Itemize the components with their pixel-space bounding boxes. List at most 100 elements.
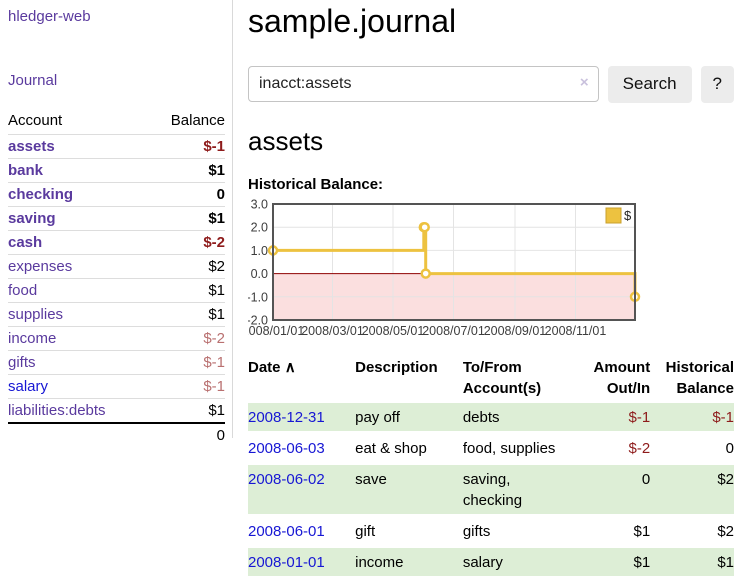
sidebar-total-value: 0 bbox=[147, 422, 225, 447]
balance-cell: $2 bbox=[650, 464, 734, 517]
account-balance: $-1 bbox=[147, 374, 225, 399]
date-link[interactable]: 2008-06-03 bbox=[248, 439, 325, 457]
account-heading: assets bbox=[248, 125, 324, 156]
account-link[interactable]: salary bbox=[8, 378, 49, 395]
date-link[interactable]: 2008-06-02 bbox=[248, 470, 325, 488]
sidebar-item-journal[interactable]: Journal bbox=[8, 72, 58, 89]
accounts-cell: food, supplies bbox=[462, 434, 575, 465]
date-link[interactable]: 2008-12-31 bbox=[248, 408, 325, 426]
legend-label: $ bbox=[624, 208, 632, 223]
clear-search-icon[interactable]: × bbox=[579, 74, 589, 92]
account-row: salary $-1 bbox=[8, 374, 225, 399]
account-row: food $1 bbox=[8, 278, 225, 303]
account-row: assets $-1 bbox=[8, 134, 225, 159]
help-button[interactable]: ? bbox=[700, 65, 734, 103]
register-row: 2008-06-03 eat & shop food, supplies $-2 0 bbox=[248, 434, 734, 465]
register-row: 2008-06-01 gift gifts $1 $2 bbox=[248, 517, 734, 548]
account-balance: $2 bbox=[147, 254, 225, 279]
account-link[interactable]: expenses bbox=[8, 258, 73, 275]
register-header-description: Description bbox=[355, 359, 438, 377]
data-point-marker bbox=[419, 222, 430, 233]
account-link[interactable]: income bbox=[8, 330, 57, 347]
register-header-amount: Amount Out/In bbox=[593, 359, 651, 397]
y-tick-label: -2.0 bbox=[248, 314, 268, 328]
accounts-table: Account Balance assets $-1 bank $1 checking 0… bbox=[8, 110, 225, 447]
register-header-balance: Historical Balance bbox=[665, 359, 734, 397]
account-balance: $1 bbox=[147, 398, 225, 423]
account-row: supplies $1 bbox=[8, 302, 225, 327]
balance-cell: 0 bbox=[650, 434, 734, 465]
account-row: bank $1 bbox=[8, 158, 225, 183]
y-tick-label: 0.0 bbox=[251, 267, 268, 281]
register-table: Date ∧ Description To/From Account(s) Am… bbox=[248, 356, 734, 579]
account-row: gifts $-1 bbox=[8, 350, 225, 375]
balance-chart: 3.0 2.0 1.0 0.0 -1.0 -2.02008/01/012008/03/01… bbox=[248, 199, 734, 345]
account-row: checking 0 bbox=[8, 182, 225, 207]
description-cell: save bbox=[355, 464, 463, 517]
accounts-header-balance: Balance bbox=[170, 112, 225, 129]
amount-cell: $-1 bbox=[574, 402, 651, 434]
x-tick-label: 2008/01/01 bbox=[248, 324, 304, 338]
account-row: saving $1 bbox=[8, 206, 225, 231]
balance-cell: $-1 bbox=[650, 402, 734, 434]
account-link[interactable]: supplies bbox=[8, 306, 64, 323]
account-balance: $1 bbox=[147, 206, 225, 231]
account-link[interactable]: gifts bbox=[8, 354, 36, 371]
account-link[interactable]: food bbox=[8, 282, 38, 299]
account-link[interactable]: assets bbox=[8, 138, 55, 155]
amount-cell: 0 bbox=[574, 464, 651, 517]
balance-cell: $1 bbox=[650, 547, 734, 579]
register-header-accounts: To/From Account(s) bbox=[462, 359, 542, 397]
brand-link[interactable]: hledger-web bbox=[8, 8, 91, 25]
sidebar-total-row: 0 bbox=[8, 422, 225, 447]
page-title: sample.journal bbox=[248, 3, 457, 39]
legend-swatch bbox=[605, 207, 622, 224]
account-link[interactable]: saving bbox=[8, 210, 56, 227]
account-row: income $-2 bbox=[8, 326, 225, 351]
account-link[interactable]: bank bbox=[8, 162, 44, 179]
description-cell: pay off bbox=[355, 402, 463, 434]
x-tick-label: 2008/05/01 bbox=[362, 324, 425, 338]
description-cell: gift bbox=[355, 517, 463, 548]
account-balance: $-1 bbox=[147, 134, 225, 159]
account-balance: $1 bbox=[147, 278, 225, 303]
data-point-marker bbox=[420, 268, 431, 280]
search-input[interactable] bbox=[248, 66, 599, 103]
register-header-date[interactable]: Date ∧ bbox=[248, 359, 296, 377]
y-tick-label: -1.0 bbox=[248, 291, 268, 305]
accounts-cell: debts bbox=[462, 402, 575, 434]
account-balance: $-2 bbox=[147, 230, 225, 255]
plot-border bbox=[272, 203, 636, 322]
x-tick-label: 2008/11/01 bbox=[545, 324, 607, 338]
x-tick-label: 2008/09/01 bbox=[484, 324, 547, 338]
sidebar: hledger-web Journal Account Balance asse… bbox=[0, 0, 233, 447]
account-link[interactable]: checking bbox=[8, 186, 74, 203]
x-tick-label: 2008/07/01 bbox=[422, 324, 485, 338]
account-link[interactable]: cash bbox=[8, 234, 43, 251]
account-balance: $-1 bbox=[147, 350, 225, 375]
main-content: sample.journal × Search ? assets Histori… bbox=[233, 0, 742, 579]
balance-chart-svg: 3.0 2.0 1.0 0.0 -1.0 -2.02008/01/012008/03/01… bbox=[248, 199, 641, 338]
account-link[interactable]: liabilities:debts bbox=[8, 402, 106, 419]
search-button[interactable]: Search bbox=[607, 65, 692, 103]
date-link[interactable]: 2008-01-01 bbox=[248, 553, 325, 571]
account-balance: 0 bbox=[147, 182, 225, 207]
y-tick-label: 1.0 bbox=[251, 244, 268, 258]
accounts-cell: salary bbox=[462, 547, 575, 579]
register-row: 2008-01-01 income salary $1 $1 bbox=[248, 547, 734, 579]
accounts-header-account: Account bbox=[8, 112, 63, 129]
account-balance: $1 bbox=[147, 158, 225, 183]
amount-cell: $1 bbox=[574, 517, 651, 548]
description-cell: eat & shop bbox=[355, 434, 463, 465]
description-cell: income bbox=[355, 547, 463, 579]
accounts-cell: gifts bbox=[462, 517, 575, 548]
x-tick-label: 2008/03/01 bbox=[301, 324, 364, 338]
amount-cell: $-2 bbox=[574, 434, 651, 465]
register-row: 2008-06-02 save saving, checking 0 $2 bbox=[248, 464, 734, 517]
chart-label: Historical Balance: bbox=[248, 176, 384, 194]
accounts-cell: saving, checking bbox=[462, 464, 575, 517]
date-link[interactable]: 2008-06-01 bbox=[248, 522, 325, 540]
amount-cell: $1 bbox=[574, 547, 651, 579]
balance-cell: $2 bbox=[650, 517, 734, 548]
